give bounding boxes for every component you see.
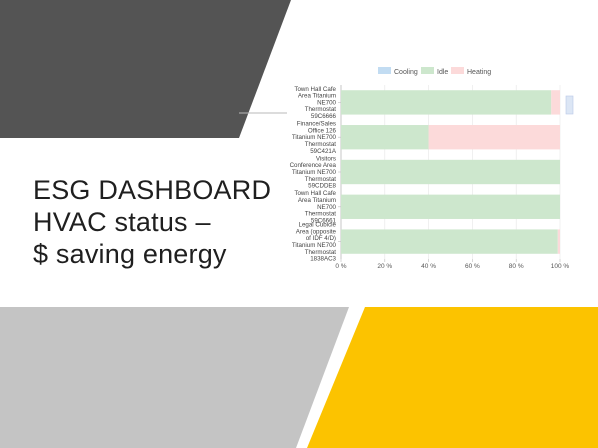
title-line-2: HVAC status – (33, 207, 211, 237)
dark-gray-shape (0, 0, 291, 138)
x-tick-label: 0 % (335, 263, 346, 270)
legend-swatch-cooling[interactable] (378, 67, 391, 74)
legend-label-idle[interactable]: Idle (437, 69, 448, 76)
bar-heating-1[interactable] (551, 90, 560, 115)
title-line-3: $ saving energy (33, 239, 227, 269)
category-label-3: Visitors Conference Area Titanium NE700 The… (290, 155, 337, 189)
legend-label-cooling[interactable]: Cooling (394, 69, 418, 76)
bar-idle-5[interactable] (341, 229, 558, 254)
bar-idle-1[interactable] (341, 90, 552, 115)
light-gray-shape (0, 307, 349, 448)
yellow-shape (307, 307, 598, 448)
x-tick-label: 20 % (377, 263, 392, 270)
bar-idle-2[interactable] (341, 125, 429, 150)
chart-bars (341, 90, 560, 254)
chart-x-ticks: 0 % 20 % 40 % 60 % 80 % 100 % (335, 263, 569, 270)
scrollbar-thumb[interactable] (565, 95, 574, 115)
bar-heating-2[interactable] (428, 125, 560, 150)
chart-scrollbar[interactable] (565, 95, 574, 115)
legend-swatch-heating[interactable] (451, 67, 464, 74)
chart-y-labels: Town Hall Cafe Area Titanium NE700 Thermost… (290, 86, 341, 263)
slide-title: ESG DASHBOARD HVAC status – $ saving ene… (33, 174, 271, 270)
x-tick-label: 60 % (465, 263, 480, 270)
legend-label-heating[interactable]: Heating (467, 69, 491, 76)
category-label-1: Town Hall Cafe Area Titanium NE700 Thermost… (294, 86, 336, 120)
x-tick-label: 40 % (421, 263, 436, 270)
chart-legend: Cooling Idle Heating (378, 67, 491, 76)
category-label-2: Finance/Sales Office 126 Titanium NE700 The… (292, 121, 337, 155)
x-tick-label: 80 % (509, 263, 524, 270)
title-line-1: ESG DASHBOARD (33, 175, 272, 205)
legend-swatch-idle[interactable] (421, 67, 434, 74)
bar-heating-5[interactable] (557, 229, 560, 254)
category-label-4: Town Hall Cafe Area Titanium NE700 Thermost… (294, 190, 336, 224)
x-tick-label: 100 % (551, 263, 570, 270)
bar-idle-3[interactable] (341, 159, 560, 185)
category-label-5: Legal Cubicle Area (opposite of IDF 4/D) Ti… (292, 222, 337, 263)
bar-idle-4[interactable] (341, 194, 560, 219)
